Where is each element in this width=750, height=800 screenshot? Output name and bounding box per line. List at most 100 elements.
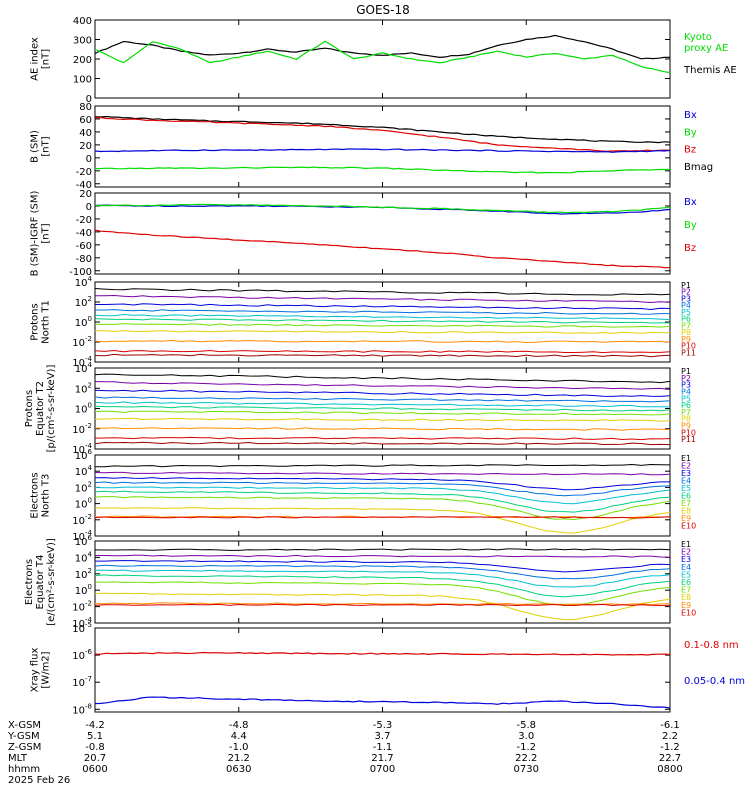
y-axis-label: B (SM)-IGRF (SM)[nT] [30,191,52,277]
channel-line-p9 [94,339,671,344]
channel-line-p5 [94,313,671,321]
panel-protons_t1: 104 102 100 10-2 10-4 ProtonsNorth T1 P1P2P3P4… [30,275,697,369]
channel-label-p3: P3 [681,381,691,390]
orbit-row-label: hhmm [8,764,40,775]
y-tick-label: 10-8 [72,702,92,716]
channel-label-e9: E9 [681,514,691,523]
orbit-row-value: 5.1 [87,731,103,742]
orbit-row-value: 0600 [82,764,107,775]
series-line-bx [94,148,671,153]
y-tick-label: 102 [75,295,92,309]
channel-line-e10 [94,516,671,519]
legend-label: Bz [684,243,696,254]
channel-label-p10: P10 [681,428,696,437]
orbit-row-value: -1.2 [660,742,680,753]
channel-line-p4 [95,309,670,315]
channel-label-p1: P1 [681,281,691,290]
channel-line-e8 [94,592,671,621]
orbit-row-value: 21.7 [371,753,393,764]
y-tick-label: 0 [86,154,92,165]
orbit-row-value: -4.8 [229,720,249,731]
channel-line-e3 [95,560,671,573]
channel-label-e5: E5 [681,570,691,579]
y-tick-label: 10-2 [72,600,92,614]
y-axis-label: ElectronsNorth T3 [30,472,52,518]
orbit-row-value: 3.0 [518,731,534,742]
legend-label: Bx [684,197,697,208]
y-tick-label: 60 [79,115,92,126]
y-tick-label: 104 [75,275,93,289]
channel-label-p4: P4 [681,387,691,396]
panel-bsm: -40 -20 0 20 40 60 80 B (SM)[nT] Bx By Bz Bmag [30,102,714,191]
y-tick-label: 100 [75,315,92,329]
channel-line-e2 [95,554,671,558]
legend-label: Bz [684,145,696,156]
y-tick-label: 100 [73,75,92,86]
y-tick-label: 10-5 [72,621,92,635]
series-line-0-1-0-8-nm [94,651,671,656]
y-tick-label: 102 [75,381,92,395]
orbit-row-value: 0700 [370,764,395,775]
channel-line-p10 [94,349,671,354]
channel-line-p3 [94,389,671,397]
orbit-row-value: -1.0 [229,742,249,753]
series-line-by [94,203,671,214]
date-label: 2025 Feb 26 [8,775,70,786]
channel-line-p7 [94,323,671,328]
y-tick-label: 10-2 [72,422,92,436]
panel-frame [94,627,671,713]
y-axis-label: AE index[nT] [30,37,52,81]
orbit-row-value: -0.8 [85,742,105,753]
orbit-row-label: Z-GSM [8,742,41,753]
legend-label: Bx [684,110,697,121]
channel-label-p4: P4 [681,301,691,310]
y-axis-label: ElectronsEquator T4[e/(cm²-s-sr-keV)] [24,538,57,626]
series-line-themis-ae [94,34,671,60]
orbit-row-value: -1.1 [373,742,393,753]
channel-line-p3 [95,303,671,311]
channel-line-p9 [94,427,671,431]
channel-label-p7: P7 [681,321,691,330]
panel-frame [94,105,671,188]
orbit-row-label: MLT [8,753,28,764]
y-tick-label: 10-2 [72,335,92,349]
legend-label: 0.05-0.4 nm [684,676,745,687]
channel-line-p6 [94,405,671,412]
channel-label-e5: E5 [681,484,691,493]
channel-label-p2: P2 [681,374,691,383]
orbit-row-value: -5.8 [516,720,536,731]
channel-label-e3: E3 [681,469,691,478]
orbit-row-value: 0800 [657,764,682,775]
y-tick-label: 10-4 [72,529,92,543]
y-tick-label: 106 [75,534,93,548]
y-tick-label: -40 [76,180,92,191]
channel-label-e9: E9 [681,601,691,610]
channel-label-p6: P6 [681,315,691,324]
channel-line-e6 [94,490,671,513]
channel-line-e1 [94,463,671,468]
orbit-row-value: -6.1 [660,720,680,731]
channel-label-e10: E10 [681,608,696,617]
legend-label: By [684,127,697,138]
channel-label-p3: P3 [681,294,691,303]
y-tick-label: -100 [69,267,92,278]
y-tick-label: -60 [76,241,92,252]
channel-label-p8: P8 [681,415,691,424]
channel-line-p1 [94,288,671,296]
y-tick-label: 80 [79,102,92,113]
channel-line-p10 [94,436,671,441]
y-tick-label: 20 [79,189,92,200]
channel-label-e3: E3 [681,555,691,564]
panel-protons_t2: 104 102 100 10-2 10-4 ProtonsEquator T2[p/(cm… [24,361,696,456]
legend-label: By [684,220,697,231]
y-tick-label: 200 [73,55,92,66]
y-axis-label: B (SM)[nT] [30,130,52,163]
channel-label-p1: P1 [681,367,691,376]
legend-label: 0.1-0.8 nm [684,640,739,651]
channel-label-p11: P11 [681,348,696,357]
channel-line-e3 [94,477,670,491]
channel-line-e7 [94,496,671,521]
channel-line-p11 [94,353,671,358]
